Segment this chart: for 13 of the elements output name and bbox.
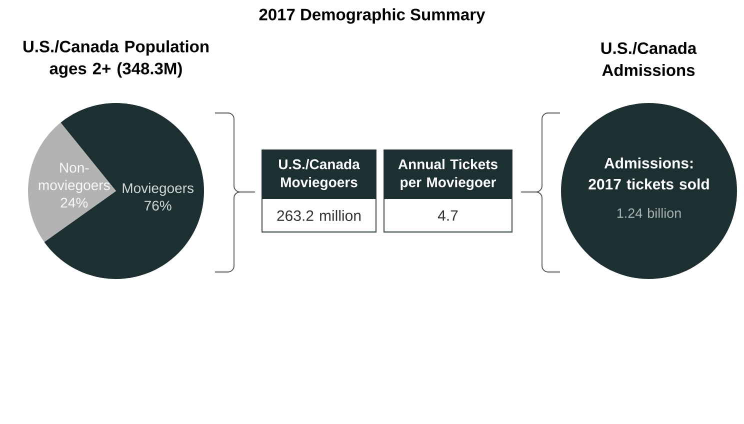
text: 4.7 — [438, 210, 458, 221]
text: 2017 Demographic Summary — [259, 8, 486, 24]
text: 1.24 billion — [617, 208, 681, 218]
text: U.S./Canada Moviegoers — [279, 158, 360, 190]
chart-title: U.S./Canada Population ages 2+ (348.3M) — [23, 40, 208, 78]
text: U.S./Canada Admissions — [601, 42, 697, 76]
text: Admissions: 2017 tickets sold — [588, 157, 709, 190]
text: 263.2 million — [277, 210, 361, 221]
data-label: 76% — [144, 200, 172, 211]
slice-label: Moviegoers — [122, 182, 194, 196]
slice-label: Non-moviegoers — [38, 162, 110, 193]
text: Annual Tickets per Moviegoer — [398, 158, 498, 190]
data-label: 24% — [60, 198, 88, 208]
